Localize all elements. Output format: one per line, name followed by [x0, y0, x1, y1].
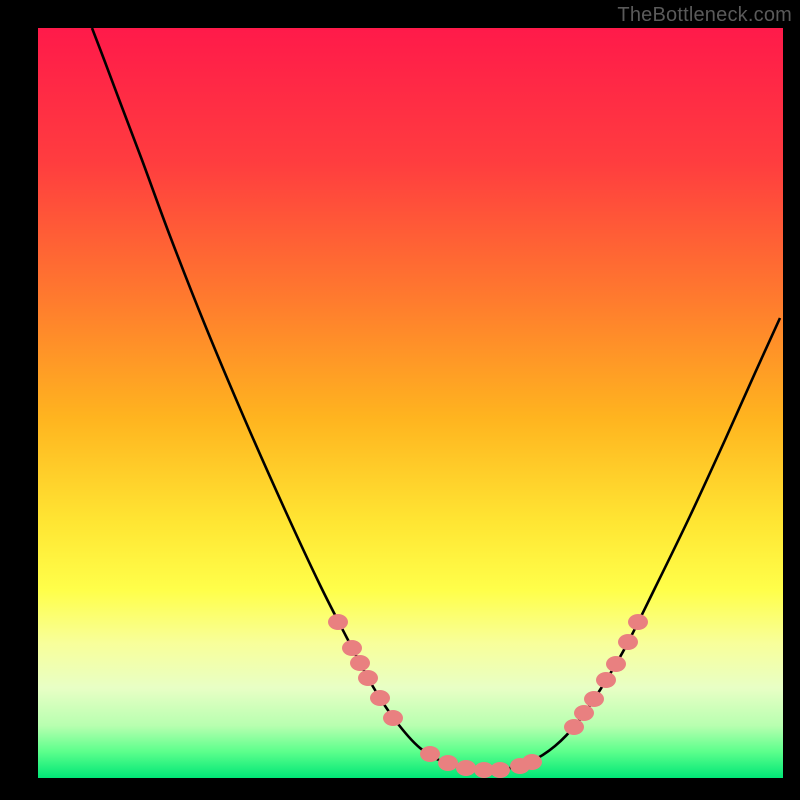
curve-marker [564, 719, 584, 735]
curve-marker [438, 755, 458, 771]
curve-marker [618, 634, 638, 650]
curve-marker [370, 690, 390, 706]
curve-marker [584, 691, 604, 707]
chart-canvas: TheBottleneck.com [0, 0, 800, 800]
curve-marker [628, 614, 648, 630]
curve-marker [522, 754, 542, 770]
curve-marker [383, 710, 403, 726]
plot-background-gradient [38, 28, 783, 778]
bottleneck-curve-chart [0, 0, 800, 800]
curve-marker [420, 746, 440, 762]
curve-marker [490, 762, 510, 778]
curve-marker [606, 656, 626, 672]
curve-marker [456, 760, 476, 776]
curve-marker [596, 672, 616, 688]
curve-marker [358, 670, 378, 686]
curve-marker [574, 705, 594, 721]
curve-marker [328, 614, 348, 630]
curve-marker [342, 640, 362, 656]
watermark-text: TheBottleneck.com [617, 4, 792, 27]
curve-marker [350, 655, 370, 671]
